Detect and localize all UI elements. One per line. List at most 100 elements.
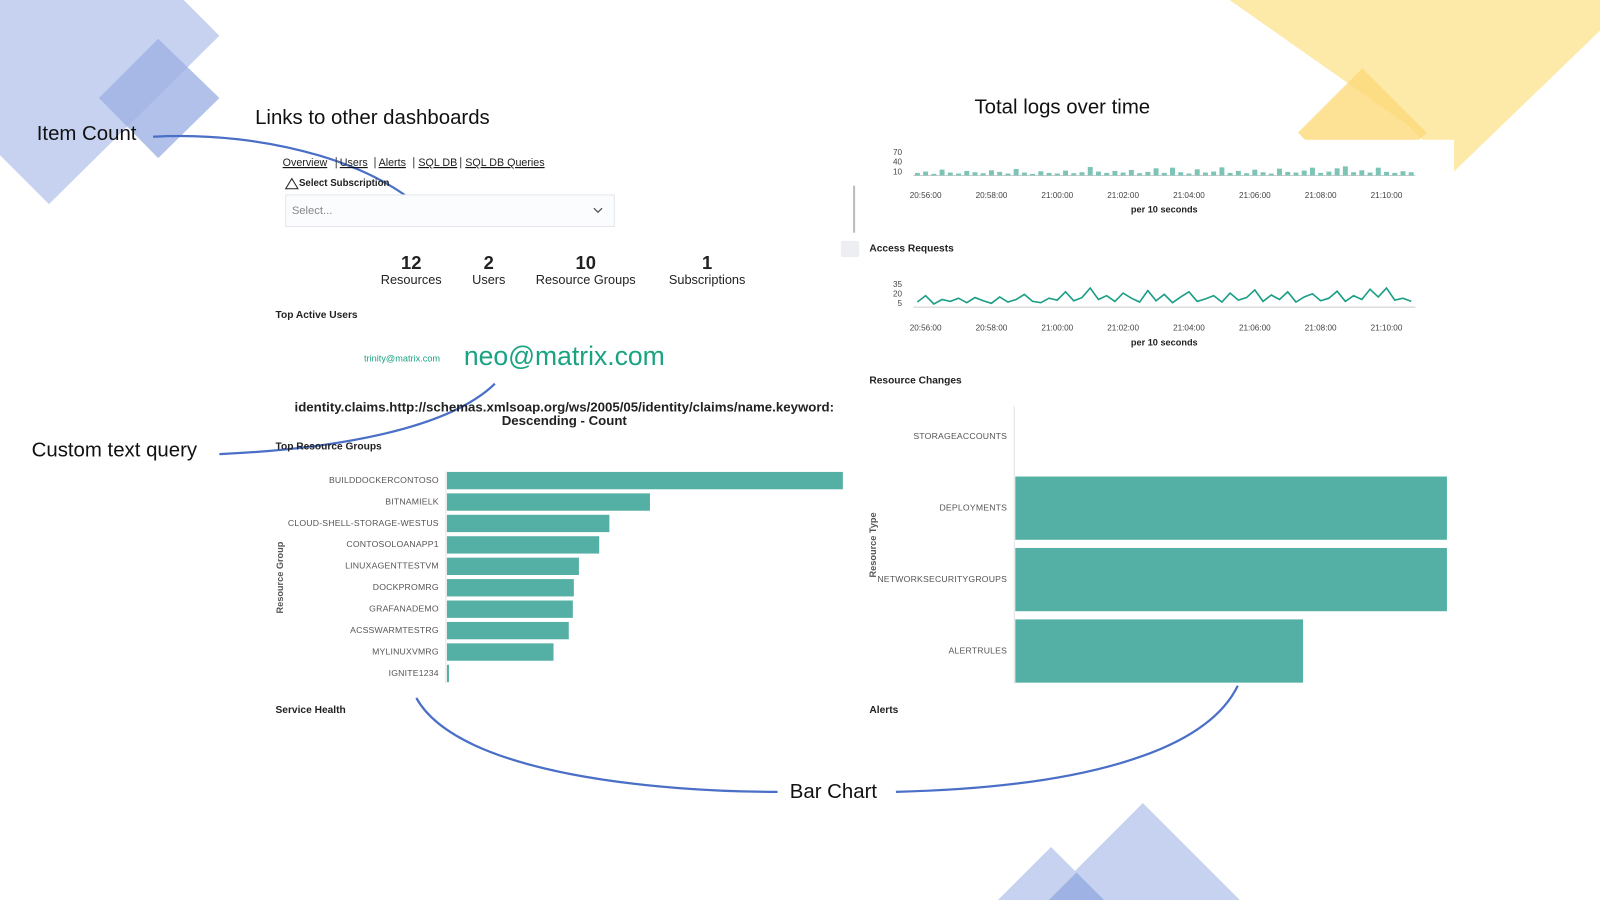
y-tick-label: DOCKPROMRG: [373, 582, 439, 592]
x-tick-label: 21:00:00: [1041, 191, 1073, 200]
bar: [1015, 619, 1304, 683]
annotation: Item Count: [37, 123, 137, 145]
annotation-curves: [153, 134, 1239, 793]
bar: [997, 171, 1003, 176]
nav-link[interactable]: Users: [340, 157, 368, 169]
bar: [923, 171, 929, 176]
bar: [914, 172, 920, 176]
y-tick-label: LINUXAGENTTESTVM: [345, 561, 439, 571]
bar: [446, 493, 650, 511]
bar: [1079, 172, 1085, 176]
y-tick-label: 5: [897, 299, 902, 308]
bar: [1293, 172, 1299, 176]
x-tick-label: 21:08:00: [1305, 324, 1337, 333]
bar: [1359, 170, 1365, 176]
y-tick-label: GRAFANADEMO: [369, 603, 439, 613]
bar: [1095, 171, 1101, 176]
annotation: Links to other dashboards: [255, 107, 490, 129]
x-tick-label: 20:58:00: [976, 191, 1008, 200]
x-tick-label: 21:02:00: [1107, 191, 1139, 200]
bar: [1170, 167, 1175, 176]
x-tick-label: 21:06:00: [1239, 191, 1271, 200]
bar: [1375, 167, 1381, 176]
bar: [964, 170, 970, 176]
bar: [1054, 173, 1060, 176]
bar: [1392, 172, 1398, 176]
y-tick-label: MYLINUXVMRG: [372, 646, 439, 656]
bar: [1186, 173, 1192, 176]
x-tick-label: 20:56:00: [910, 324, 942, 333]
bar: [1367, 172, 1373, 176]
bar: [446, 579, 574, 597]
x-tick-label: 20:58:00: [976, 324, 1008, 333]
bar: [1030, 173, 1036, 176]
panel-title: Alerts: [869, 705, 898, 716]
bar: [947, 172, 953, 176]
bar: [1153, 168, 1159, 176]
nav-link[interactable]: Alerts: [379, 157, 406, 169]
bar: [1038, 171, 1044, 176]
panel-title: Resource Changes: [869, 375, 962, 386]
bar: [931, 173, 937, 176]
metrics: 12 Resources 2 Users 10 Resource Groups …: [381, 252, 746, 287]
bar: [1120, 172, 1126, 176]
bar: [1309, 167, 1315, 176]
bar: [1244, 173, 1250, 176]
bar: [988, 170, 994, 176]
bar: [1351, 172, 1357, 176]
bar: [1046, 172, 1052, 176]
select-placeholder: Select...: [292, 205, 333, 217]
bar: [1384, 171, 1389, 176]
bar: [446, 514, 610, 533]
metric-value: 1: [702, 252, 712, 273]
panel-menu[interactable]: [840, 240, 860, 258]
y-tick-label: 35: [893, 280, 903, 289]
bar: [446, 536, 600, 554]
annotation: Total logs over time: [974, 97, 1150, 119]
bar: [1063, 170, 1068, 176]
annotation: Bar Chart: [790, 781, 878, 803]
bar: [1137, 173, 1143, 176]
nav-link[interactable]: SQL DB: [418, 157, 457, 169]
bar: [1285, 171, 1291, 176]
panel-title: Service Health: [276, 705, 346, 716]
bar: [446, 557, 579, 575]
y-tick-label: 40: [893, 158, 903, 167]
metric-label: Subscriptions: [669, 272, 746, 287]
x-tick-label: 21:10:00: [1371, 324, 1403, 333]
panel-title: Top Resource Groups: [276, 442, 383, 453]
bar: [1178, 172, 1184, 176]
bar: [1128, 169, 1134, 176]
y-tick-label: NETWORKSECURITYGROUPS: [877, 574, 1007, 584]
y-tick-label: 10: [893, 167, 903, 176]
metric-label: Resource Groups: [536, 272, 636, 287]
bar: [1145, 171, 1151, 176]
bar: [1211, 171, 1217, 176]
nav-link[interactable]: Overview: [283, 157, 328, 169]
bar: [1021, 172, 1027, 176]
query-text: identity.claims.http://schemas.xmlsoap.o…: [295, 400, 835, 415]
query-text: Descending - Count: [502, 413, 628, 428]
select-label: Select Subscription: [299, 178, 390, 189]
nav-links: Overview Users Alerts SQL DB SQL DB Quer…: [283, 157, 545, 169]
bar: [446, 664, 449, 683]
bar: [1277, 168, 1282, 176]
bar: [1408, 172, 1414, 176]
bar: [1268, 173, 1274, 176]
x-axis-title: per 10 seconds: [1131, 205, 1198, 215]
bar: [1235, 170, 1241, 176]
nav-link[interactable]: SQL DB Queries: [465, 157, 544, 169]
select-box[interactable]: [285, 194, 615, 228]
bar: [1318, 172, 1324, 176]
bar: [939, 169, 945, 176]
user-tag: neo@matrix.com: [464, 341, 665, 371]
x-tick-label: 21:06:00: [1239, 324, 1271, 333]
panel-title: Top Active Users: [276, 310, 358, 321]
y-tick-label: CLOUD-SHELL-STORAGE-WESTUS: [288, 518, 439, 528]
y-tick-label: ALERTRULES: [948, 645, 1007, 655]
bar: [446, 471, 843, 490]
panel-title: Access Requests: [869, 244, 954, 255]
x-tick-label: 21:08:00: [1305, 191, 1337, 200]
